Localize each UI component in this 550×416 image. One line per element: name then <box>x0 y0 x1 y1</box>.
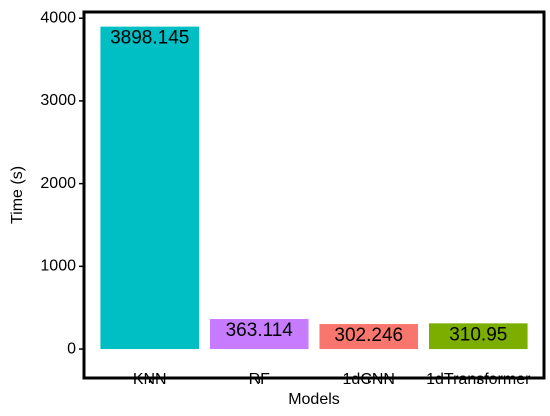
bar <box>319 324 419 350</box>
x-tick-label: 1dTransformer <box>426 371 531 388</box>
x-tick-label: KNN <box>133 371 167 388</box>
bar <box>100 26 199 350</box>
bar <box>209 319 309 350</box>
bar <box>429 323 528 350</box>
y-tick-label: 3000 <box>40 92 76 109</box>
x-tick-label: 1dCNN <box>343 371 395 388</box>
y-tick-label: 1000 <box>40 258 76 275</box>
value-label: 3898.145 <box>110 28 189 49</box>
x-tick-label: RF <box>249 371 271 388</box>
plot-frame <box>82 10 546 380</box>
value-label: 302.246 <box>334 325 403 346</box>
y-tick-label: 2000 <box>40 175 76 192</box>
y-axis-title: Time (s) <box>9 166 26 224</box>
y-tick-label: 0 <box>67 340 76 357</box>
value-label: 363.114 <box>226 320 294 341</box>
y-tick-label: 4000 <box>40 9 76 26</box>
x-axis-title: Models <box>288 391 340 408</box>
value-label: 310.95 <box>449 324 507 345</box>
